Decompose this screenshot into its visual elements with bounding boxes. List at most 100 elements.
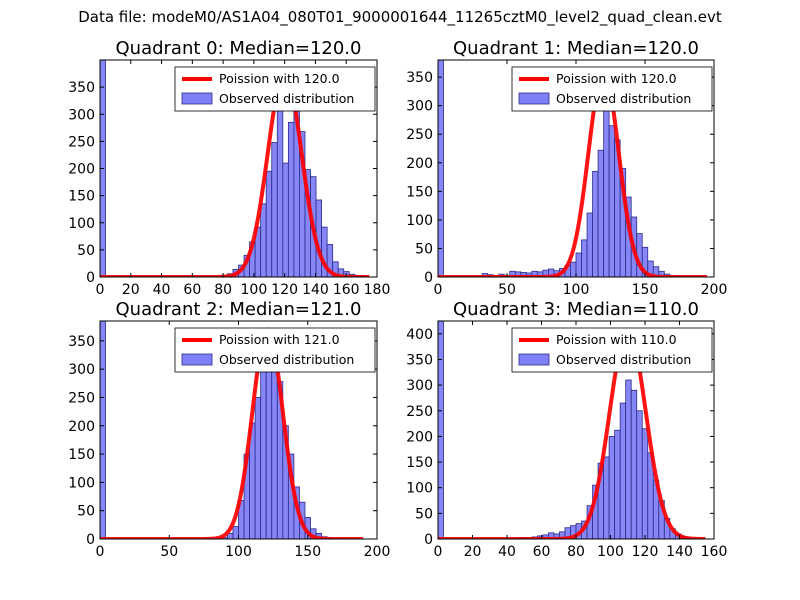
poisson-curve <box>100 327 364 539</box>
x-tick-label: 20 <box>464 544 482 560</box>
y-tick-label: 0 <box>86 270 95 286</box>
histogram-bar <box>581 239 588 277</box>
y-tick-label: 200 <box>68 419 95 435</box>
y-tick-label: 150 <box>68 447 95 463</box>
x-tick-label: 150 <box>294 544 321 560</box>
quadrant-1-chart: 0 50 100 150 200 0 50 100 150 200 250 300 350 Quadran… <box>406 38 727 298</box>
legend-bars-label: Observed distribution <box>556 91 691 106</box>
histogram-bar <box>630 389 638 539</box>
legend-bars-swatch <box>181 353 213 366</box>
legend: Poission with 110.0 Observed distribution <box>511 327 713 373</box>
histogram-bar <box>232 526 239 539</box>
y-tick-label: 350 <box>68 80 95 96</box>
legend-curve-label: Poission with 121.0 <box>219 332 340 347</box>
y-tick-label: 250 <box>406 127 433 143</box>
y-tick-label: 150 <box>406 455 433 471</box>
x-tick-label: 200 <box>701 282 728 298</box>
x-tick-label: 50 <box>160 544 178 560</box>
histogram-bar <box>603 456 610 539</box>
legend: Poission with 121.0 Observed distribution <box>174 327 376 373</box>
y-tick-label: 0 <box>86 532 95 548</box>
chart-title: Quadrant 2: Median=121.0 <box>116 299 362 320</box>
histogram-bar <box>641 428 649 539</box>
y-tick-label: 150 <box>68 189 95 205</box>
y-tick-label: 250 <box>68 134 95 150</box>
x-tick-label: 40 <box>153 282 171 298</box>
x-tick-label: 140 <box>666 544 693 560</box>
y-tick-label: 350 <box>68 334 95 350</box>
histogram-bar <box>438 60 444 277</box>
y-tick-label: 300 <box>68 362 95 378</box>
figure-title: Data file: modeM0/AS1A04_080T01_90000016… <box>78 8 722 26</box>
chart-title: Quadrant 0: Median=120.0 <box>116 38 362 59</box>
x-tick-label: 0 <box>96 282 105 298</box>
histogram-bar <box>287 121 295 277</box>
y-tick-label: 50 <box>415 506 433 522</box>
x-tick-label: 0 <box>434 282 443 298</box>
y-tick-label: 100 <box>68 216 95 232</box>
quadrant-2-chart: 0 50 100 150 200 0 50 100 150 200 250 300 350 Quadran… <box>68 299 390 560</box>
x-tick-label: 80 <box>567 544 585 560</box>
histogram-bar <box>271 142 278 277</box>
x-tick-label: 180 <box>364 282 391 298</box>
histogram-bar <box>619 402 627 539</box>
y-tick-label: 0 <box>424 270 433 286</box>
poisson-curve <box>100 69 370 277</box>
x-tick-label: 200 <box>364 544 391 560</box>
x-tick-label: 100 <box>225 544 252 560</box>
histogram-bar <box>254 397 262 539</box>
y-tick-label: 50 <box>415 241 433 257</box>
y-tick-label: 50 <box>77 504 95 520</box>
x-tick-label: 120 <box>271 282 298 298</box>
histogram-bar <box>100 321 106 539</box>
quadrant-3-chart: 0 20 40 60 80 100 120 140 160 0 50 100 150 200 250 300 3… <box>406 299 727 560</box>
x-tick-label: 40 <box>498 544 516 560</box>
y-tick-label: 250 <box>406 404 433 420</box>
x-tick-label: 160 <box>701 544 728 560</box>
histogram-bar <box>608 436 616 539</box>
legend-bars-swatch <box>181 92 213 105</box>
histogram-bar <box>608 125 616 277</box>
chart-title: Quadrant 1: Median=120.0 <box>453 38 699 59</box>
x-tick-label: 20 <box>122 282 140 298</box>
histogram-bar <box>570 261 577 277</box>
x-tick-label: 160 <box>333 282 360 298</box>
histogram-bar <box>625 379 632 539</box>
legend-bars-label: Observed distribution <box>219 91 354 106</box>
histogram-bar <box>260 203 267 277</box>
x-tick-label: 0 <box>434 544 443 560</box>
histogram-bar <box>438 321 444 539</box>
y-tick-label: 50 <box>77 243 95 259</box>
y-tick-label: 350 <box>406 70 433 86</box>
legend-curve-label: Poission with 110.0 <box>556 332 677 347</box>
legend-bars-label: Observed distribution <box>219 352 354 367</box>
histogram-bar <box>592 170 599 277</box>
y-tick-label: 350 <box>406 352 433 368</box>
y-tick-label: 100 <box>406 213 433 229</box>
legend-bars-swatch <box>518 92 550 105</box>
histogram-bar <box>636 410 643 539</box>
histogram-bar <box>597 149 605 277</box>
x-tick-label: 80 <box>214 282 232 298</box>
quadrant-0-chart: 0 20 40 60 80 100 120 140 160 1800501001502002503… <box>68 38 390 298</box>
poisson-curve <box>438 327 706 539</box>
x-tick-label: 0 <box>96 544 105 560</box>
legend-curve-label: Poission with 120.0 <box>219 71 340 86</box>
x-tick-label: 50 <box>498 282 516 298</box>
x-tick-label: 60 <box>183 282 201 298</box>
x-tick-label: 140 <box>302 282 329 298</box>
legend-bars-swatch <box>518 353 550 366</box>
y-tick-label: 300 <box>406 378 433 394</box>
legend-bars-label: Observed distribution <box>556 352 691 367</box>
histogram-bar <box>260 346 267 539</box>
y-tick-label: 300 <box>68 107 95 123</box>
y-tick-label: 200 <box>406 156 433 172</box>
x-tick-label: 60 <box>533 544 551 560</box>
x-tick-label: 100 <box>563 282 590 298</box>
y-tick-label: 200 <box>68 162 95 178</box>
x-tick-label: 120 <box>632 544 659 560</box>
histogram-bar <box>265 170 273 277</box>
histogram-bar <box>575 252 582 277</box>
x-tick-label: 150 <box>632 282 659 298</box>
histogram-bar <box>614 429 621 539</box>
